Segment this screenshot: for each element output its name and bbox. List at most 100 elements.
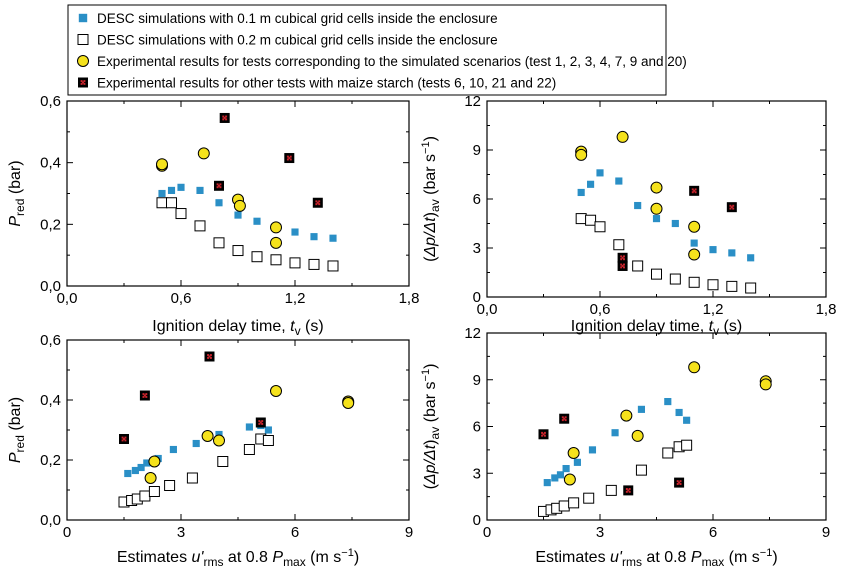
- data-point: [616, 130, 629, 143]
- legend-label: DESC simulations with 0.1 m cubical grid…: [97, 11, 498, 26]
- y-tick-label: 0,4: [40, 392, 61, 409]
- x-tick-label: 0,0: [57, 290, 78, 307]
- data-point: [197, 147, 210, 160]
- data-point: [688, 220, 701, 233]
- data-point: [144, 472, 157, 484]
- data-point: [674, 477, 685, 488]
- data-point: [232, 245, 244, 257]
- legend-box: [67, 4, 667, 96]
- y-axis-label: (Δp/Δt)av (bar s−1): [420, 136, 442, 262]
- data-point: [264, 426, 272, 434]
- x-axis-label: Ignition delay time, tv (s): [571, 318, 742, 338]
- data-point: [573, 458, 581, 466]
- data-point: [551, 474, 559, 482]
- data-point: [605, 484, 617, 496]
- data-point: [270, 385, 282, 397]
- data-point: [158, 189, 166, 198]
- data-point: [707, 279, 719, 291]
- data-point: [251, 251, 263, 263]
- data-point: [291, 228, 299, 236]
- data-point: [194, 220, 206, 232]
- data-point: [219, 112, 230, 123]
- legend-marker-white-square: [77, 34, 89, 45]
- data-point: [613, 239, 625, 251]
- data-point: [148, 486, 160, 497]
- data-point: [588, 446, 597, 454]
- x-axis-label: Estimates u'rms at 0.8 Pmax (m s−1): [535, 547, 777, 569]
- data-point: [726, 280, 738, 292]
- x-tick-label: 1,8: [399, 290, 420, 307]
- data-point: [342, 397, 355, 409]
- x-tick-label: 0,0: [477, 301, 498, 318]
- data-point: [563, 473, 576, 486]
- x-tick-label: 3: [596, 524, 604, 541]
- data-point: [543, 479, 551, 487]
- y-tick-label: 3: [473, 465, 481, 482]
- legend-marker-red-square: [78, 77, 88, 88]
- data-point: [583, 492, 595, 504]
- legend: DESC simulations with 0.1 m cubical grid…: [67, 4, 687, 96]
- data-point: [284, 153, 295, 164]
- data-point: [726, 202, 737, 213]
- data-point: [233, 199, 246, 212]
- y-tick-label: 0,2: [40, 216, 61, 233]
- data-point: [631, 429, 644, 442]
- data-point: [745, 282, 757, 294]
- data-point: [747, 254, 755, 262]
- data-point: [255, 417, 266, 428]
- data-point: [148, 455, 161, 468]
- data-point: [611, 429, 619, 437]
- data-point: [617, 260, 628, 271]
- y-axis-label: Pred (bar): [7, 397, 27, 463]
- y-axis-label: Pred (bar): [7, 160, 27, 226]
- plot-frame: [486, 100, 827, 298]
- data-point: [688, 276, 700, 288]
- plot-frame: [66, 339, 410, 521]
- x-tick-label: 1,8: [816, 301, 837, 318]
- legend-label: Experimental results for tests correspon…: [97, 54, 687, 69]
- data-point: [635, 464, 647, 476]
- data-point: [124, 469, 132, 478]
- data-point: [156, 197, 168, 209]
- data-point: [585, 214, 597, 226]
- data-point: [270, 221, 282, 234]
- y-tick-label: 0,6: [40, 93, 61, 110]
- data-point: [675, 408, 683, 417]
- legend-label: Experimental results for other tests wit…: [97, 75, 556, 90]
- data-point: [671, 219, 679, 228]
- data-point: [690, 239, 698, 247]
- data-point: [131, 466, 139, 475]
- x-tick-label: 1,2: [285, 290, 306, 307]
- x-tick-label: 0,6: [171, 290, 192, 307]
- data-point: [620, 409, 633, 422]
- data-point: [617, 252, 628, 263]
- x-tick-label: 9: [822, 524, 830, 541]
- plot-frame: [486, 332, 827, 521]
- data-point: [594, 221, 606, 233]
- y-tick-label: 0,2: [40, 452, 61, 469]
- data-point: [567, 446, 580, 459]
- data-point: [245, 423, 253, 431]
- data-point: [709, 246, 717, 254]
- y-tick-label: 12: [464, 93, 481, 110]
- x-tick-label: 1,2: [703, 301, 724, 318]
- data-point: [213, 434, 225, 447]
- data-point: [164, 480, 176, 491]
- data-point: [559, 413, 570, 424]
- data-point: [308, 258, 320, 270]
- data-point: [615, 177, 623, 185]
- data-point: [312, 197, 323, 208]
- data-point: [214, 180, 224, 191]
- data-point: [651, 268, 662, 280]
- data-point: [201, 430, 214, 442]
- data-point: [139, 490, 151, 502]
- legend-marker-yellow-circle: [77, 55, 89, 67]
- x-tick-label: 0,6: [590, 301, 611, 318]
- y-tick-label: 0,0: [40, 278, 61, 295]
- legend-label: DESC simulations with 0.2 m cubical grid…: [97, 32, 498, 47]
- data-point: [623, 485, 634, 496]
- data-point: [650, 181, 663, 194]
- data-point: [634, 201, 642, 210]
- x-axis-label: Ignition delay time, tv (s): [152, 318, 323, 338]
- data-point: [689, 185, 700, 196]
